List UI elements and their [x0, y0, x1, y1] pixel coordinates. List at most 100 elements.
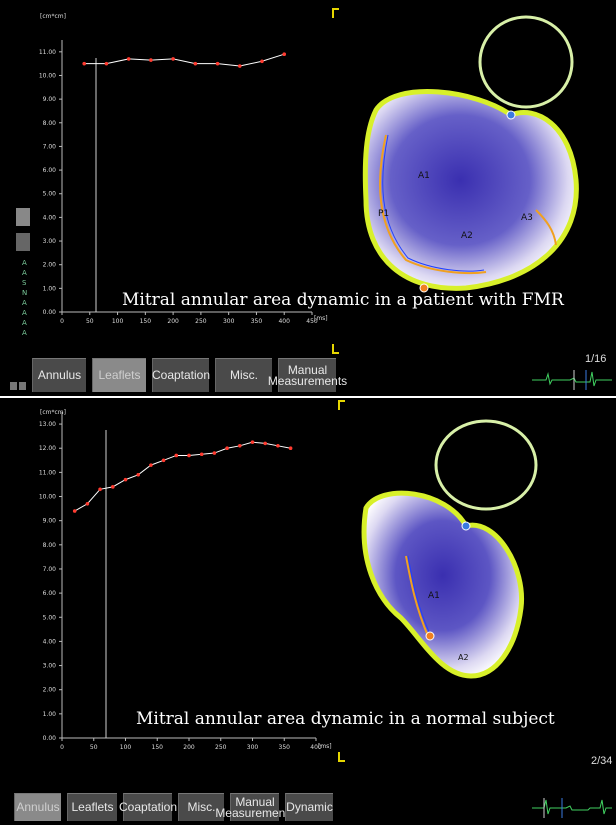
top-y-tick-label: 8.00: [43, 120, 57, 127]
top-data-point: [104, 61, 109, 66]
top-y-tick-label: 6.00: [43, 167, 57, 174]
bottom-data-point: [72, 509, 77, 513]
bottom-data-point: [98, 487, 102, 492]
bottom-x-tick-label: 250: [215, 744, 227, 751]
top-frame-counter: 1/16: [585, 353, 607, 365]
bottom-x-ticks: 0 50 100 150 200 250 300 350 400: [60, 738, 322, 751]
bottom-tab-annulus[interactable]: Annulus: [14, 793, 61, 821]
side-button-4[interactable]: [19, 382, 26, 390]
top-tab-bar: Annulus Leaflets Coaptation Misc. Manual Mea…: [32, 358, 347, 392]
top-tab-leaflets[interactable]: Leaflets: [92, 358, 146, 392]
side-letter: A: [22, 319, 27, 327]
bottom-y-tick-label: 0.00: [43, 735, 57, 742]
bottom-tab-manual-measurements[interactable]: Manual Measurements: [215, 793, 295, 821]
bottom-data-point: [136, 472, 140, 477]
bottom-tab-misc[interactable]: Misc.: [178, 793, 224, 821]
bottom-y-ticks: 13.00 12.00 11.00 10.00 9.00 8.00 7.00 6.00 5.00…: [39, 421, 62, 742]
top-y-tick-label: 5.00: [43, 191, 57, 198]
side-button-1[interactable]: [16, 208, 30, 226]
bottom-x-tick-label: 300: [247, 744, 259, 751]
bottom-data-point: [225, 446, 229, 451]
top-data-point: [82, 61, 87, 66]
bottom-y-tick-label: 6.00: [43, 590, 57, 597]
bottom-x-tick-label: 400: [310, 744, 322, 751]
top-y-tick-label: 9.00: [43, 96, 57, 103]
top-x-tick-label: 200: [167, 318, 179, 325]
top-y-tick-label: 3.00: [43, 238, 57, 245]
bottom-caption: Mitral annular area dynamic in a normal …: [136, 709, 555, 729]
side-button-2[interactable]: [16, 233, 30, 251]
region-label-a1: A1: [428, 591, 440, 601]
bottom-tab-dynamic[interactable]: Dynamic: [285, 793, 333, 821]
bottom-aortic-ring: [434, 419, 538, 511]
bottom-x-tick-label: 0: [60, 744, 64, 751]
side-letter: A: [22, 269, 27, 277]
bottom-y-tick-label: 7.00: [43, 566, 57, 573]
top-x-tick-label: 300: [223, 318, 235, 325]
bottom-panel: [cm*cm] 13.00 12.00 11.00 10.00 9.00 8.00 7.00…: [0, 398, 616, 825]
top-x-tick-label: 0: [60, 318, 64, 325]
bottom-data-point: [161, 458, 166, 463]
bottom-data-point: [288, 446, 293, 451]
top-caption: Mitral annular area dynamic in a patient…: [122, 290, 564, 310]
side-letter: A: [22, 309, 27, 317]
region-label-a1: A1: [418, 171, 430, 181]
bottom-corner-mark-2: [338, 752, 345, 762]
top-annulus-3d-view: A1 P1 A2 A3: [362, 15, 579, 293]
top-x-tick-label: 100: [112, 318, 124, 325]
side-letter: A: [22, 299, 27, 307]
side-letter: S: [22, 279, 27, 287]
bottom-y-tick-label: 2.00: [43, 687, 57, 694]
bottom-series-line: [74, 441, 291, 512]
bottom-data-point: [276, 444, 280, 448]
region-label-p1: P1: [378, 209, 389, 219]
top-aortic-ring: [478, 15, 574, 109]
bottom-data-point: [111, 485, 115, 489]
bottom-y-tick-label: 12.00: [39, 445, 56, 452]
top-x-tick-label: 450: [306, 318, 318, 325]
bottom-y-tick-label: 9.00: [43, 518, 57, 525]
top-y-tick-label: 0.00: [43, 309, 57, 316]
top-tab-misc[interactable]: Misc.: [215, 358, 272, 392]
bottom-y-tick-label: 10.00: [39, 494, 56, 501]
side-letter: N: [22, 289, 28, 297]
bottom-data-point: [149, 463, 153, 467]
bottom-posterior-marker: [425, 631, 435, 641]
top-data-point: [171, 57, 175, 61]
top-mitral-annulus: [362, 89, 579, 291]
top-x-tick-label: 400: [278, 318, 290, 325]
bottom-y-tick-label: 5.00: [43, 614, 57, 621]
top-area-chart: [cm*cm] 11.00 10.00 9.00 8.00 7.00 6.00 5.00 4.…: [39, 13, 328, 325]
bottom-x-tick-label: 200: [183, 744, 195, 751]
top-y-tick-label: 1.00: [43, 285, 57, 292]
top-y-tick-label: 4.00: [43, 214, 57, 221]
top-data-point: [282, 52, 287, 56]
top-series-line: [84, 53, 285, 67]
bottom-x-tick-label: 150: [152, 744, 164, 751]
bottom-y-tick-label: 13.00: [39, 421, 56, 428]
side-letter: A: [22, 259, 27, 267]
bottom-y-unit: [cm*cm]: [40, 409, 66, 416]
bottom-data-point: [85, 501, 90, 506]
bottom-tab-coaptation[interactable]: Coaptation: [119, 793, 177, 821]
bottom-tab-leaflets[interactable]: Leaflets: [67, 793, 117, 821]
top-tab-annulus[interactable]: Annulus: [32, 358, 86, 392]
top-tab-manual-measurements[interactable]: Manual Measurements: [268, 358, 347, 392]
bottom-y-tick-label: 3.00: [43, 663, 57, 670]
bottom-data-point: [212, 451, 217, 455]
top-tab-coaptation[interactable]: Coaptation: [152, 358, 210, 392]
bottom-y-tick-label: 11.00: [39, 469, 56, 476]
top-y-tick-label: 7.00: [43, 143, 57, 150]
top-x-unit: [ms]: [314, 315, 328, 322]
top-corner-mark: [332, 8, 339, 18]
top-y-tick-label: 10.00: [39, 72, 56, 79]
top-data-point: [237, 64, 242, 68]
bottom-y-tick-label: 8.00: [43, 542, 57, 549]
top-x-tick-label: 150: [140, 318, 152, 325]
top-data-point: [260, 59, 264, 64]
bottom-data-point: [174, 453, 179, 458]
bottom-y-tick-label: 4.00: [43, 638, 57, 645]
panel-separator: [0, 396, 616, 398]
side-button-3[interactable]: [10, 382, 17, 390]
